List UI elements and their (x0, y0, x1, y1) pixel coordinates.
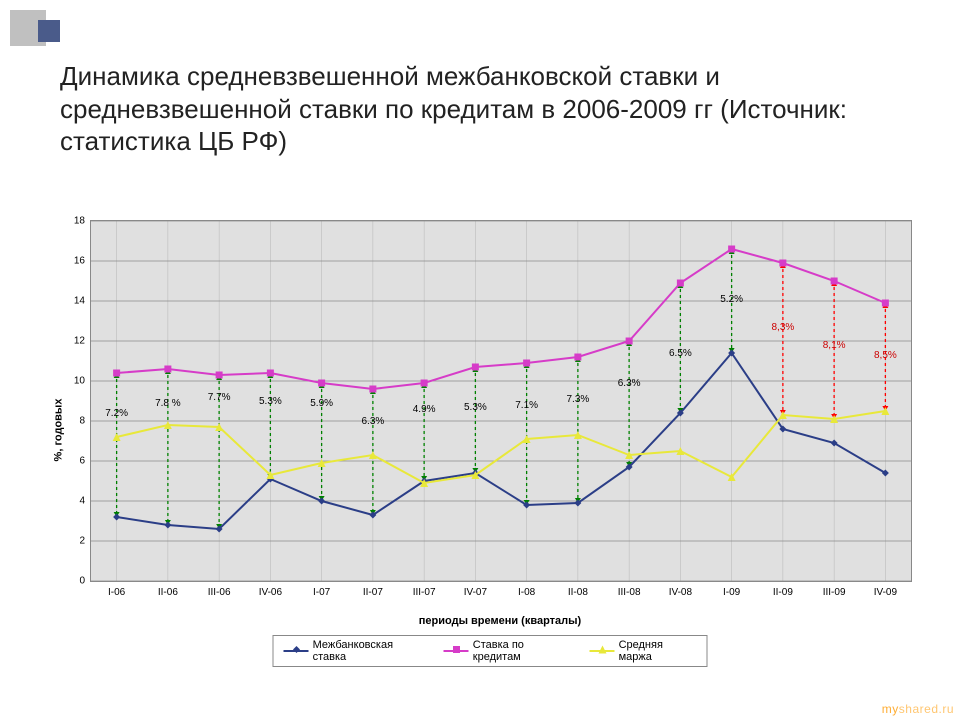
x-tick: II-09 (773, 587, 793, 598)
x-tick: III-07 (413, 587, 436, 598)
x-tick: I-09 (723, 587, 740, 598)
chart-data-label: 5.3% (464, 402, 487, 413)
chart-data-label: 4.9% (413, 404, 436, 415)
y-tick: 4 (79, 496, 85, 507)
chart-data-label: 7.3% (566, 394, 589, 405)
y-tick: 12 (74, 336, 85, 347)
x-tick: II-06 (158, 587, 178, 598)
chart-data-label: 6.3% (361, 416, 384, 427)
chart-data-label: 7.8 % (155, 398, 181, 409)
legend-item: Средняя маржа (589, 639, 696, 663)
x-tick: IV-07 (464, 587, 487, 598)
y-tick: 16 (74, 256, 85, 267)
x-tick: III-08 (618, 587, 641, 598)
x-tick: I-06 (108, 587, 125, 598)
watermark: myshared.ru (882, 702, 954, 716)
y-axis-label: %, годовых (52, 399, 64, 462)
legend-item: Межбанковская ставка (284, 639, 426, 663)
x-tick: IV-06 (259, 587, 282, 598)
rate-dynamics-chart: %, годовых 024681012141618I-06II-06III-0… (55, 220, 925, 640)
chart-data-label: 6.3% (618, 378, 641, 389)
x-tick: I-07 (313, 587, 330, 598)
x-tick: II-08 (568, 587, 588, 598)
legend-item: Ставка по кредитам (444, 639, 572, 663)
x-tick: II-07 (363, 587, 383, 598)
y-tick: 8 (79, 416, 85, 427)
slide-title: Динамика средневзвешенной межбанковской … (60, 60, 920, 158)
x-tick: III-06 (208, 587, 231, 598)
chart-legend: Межбанковская ставка Ставка по кредитам Ср… (273, 635, 708, 667)
x-tick: I-08 (518, 587, 535, 598)
chart-data-label: 5.9% (310, 398, 333, 409)
chart-data-label: 7.7% (208, 392, 231, 403)
chart-plot-area: 024681012141618I-06II-06III-06IV-06I-07I… (90, 220, 912, 582)
chart-data-label: 8,1% (823, 340, 846, 351)
chart-data-label: 8,3% (771, 322, 794, 333)
y-tick: 18 (74, 216, 85, 227)
y-tick: 6 (79, 456, 85, 467)
chart-data-label: 6.5% (669, 348, 692, 359)
x-tick: IV-08 (669, 587, 692, 598)
y-tick: 2 (79, 536, 85, 547)
chart-data-label: 8,5% (874, 350, 897, 361)
x-axis-label: периоды времени (кварталы) (90, 615, 910, 627)
chart-data-label: 7.2% (105, 408, 128, 419)
x-tick: IV-09 (874, 587, 897, 598)
x-tick: III-09 (823, 587, 846, 598)
y-tick: 10 (74, 376, 85, 387)
chart-data-label: 7.1% (515, 400, 538, 411)
chart-data-label: 5.2% (720, 294, 743, 305)
y-tick: 14 (74, 296, 85, 307)
y-tick: 0 (79, 576, 85, 587)
chart-data-label: 5.3% (259, 396, 282, 407)
